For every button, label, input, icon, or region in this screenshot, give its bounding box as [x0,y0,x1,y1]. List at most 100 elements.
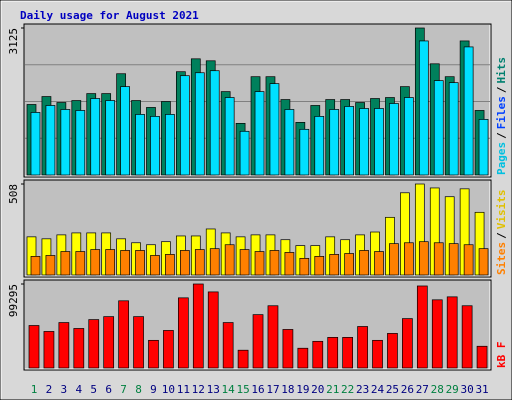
bar [30,112,41,176]
bar [28,325,40,369]
bar [222,322,234,369]
bar [207,291,219,369]
bar [359,108,369,176]
x-tick-label: 14 [222,383,236,396]
bar [314,116,325,176]
bar [194,72,205,176]
bar [194,249,205,276]
x-tick-label: 2 [46,383,53,396]
bar [267,305,279,369]
x-tick-label: 21 [326,383,339,396]
y-tick-label: 99295 [7,284,20,317]
bar [163,330,174,369]
legend-entry: Hits [495,57,508,84]
bar [180,250,190,276]
x-tick-label: 31 [475,383,488,396]
x-tick-label: 6 [105,383,112,396]
legend-entry: Files [495,96,508,129]
bar [297,347,309,369]
bar [135,250,145,276]
bar [239,249,250,276]
bar [209,248,220,276]
x-tick-label: 20 [311,383,324,396]
bar [344,253,354,276]
x-tick-label: 13 [207,383,220,396]
bar [209,70,220,176]
bar [461,305,473,369]
x-tick-label: 22 [341,383,354,396]
bar [329,109,340,176]
bar [463,46,474,176]
bar [224,244,235,276]
bar [224,97,235,176]
bar [463,244,474,276]
bar [103,316,115,369]
bar [269,83,280,176]
x-tick-label: 28 [431,383,444,396]
bar [299,257,310,276]
x-tick-label: 25 [386,383,399,396]
bar [239,130,250,176]
bar [133,316,144,369]
x-tick-label: 29 [446,383,459,396]
x-tick-label: 7 [120,383,127,396]
bar [448,243,459,276]
bar [431,299,443,369]
legend: Pages / Files / Hits [495,57,508,175]
x-tick-label: 24 [371,383,385,396]
bar [105,249,116,276]
bar [314,256,325,276]
bar [58,322,70,369]
bar [73,328,85,369]
legend-separator: / [495,232,508,239]
bar [284,109,295,176]
bar [45,105,56,176]
legend-entry: Visits [495,190,508,230]
bar [433,80,444,176]
bar [418,241,429,276]
legend: Sites / Visits [495,190,508,276]
bar [150,255,160,276]
bar [327,337,339,369]
bar [402,318,413,369]
bar [404,97,414,176]
x-tick-label: 12 [192,383,205,396]
bar [312,340,324,369]
x-tick-label: 15 [236,383,249,396]
bar [135,114,145,176]
bar [404,242,414,276]
bar [192,283,204,369]
x-tick-label: 23 [356,383,369,396]
x-tick-label: 10 [162,383,175,396]
bar [433,242,444,276]
legend-separator: / [495,132,508,139]
bar [88,319,100,369]
bar [299,128,310,176]
x-tick-label: 8 [135,383,142,396]
legend-entry: Pages [495,142,508,175]
bar [178,297,189,369]
bar [389,243,399,276]
bar [254,251,265,276]
bar [389,103,399,176]
bar [30,256,41,276]
x-tick-label: 9 [150,383,157,396]
x-tick-label: 19 [296,383,309,396]
bar [180,75,190,176]
bar [148,339,159,369]
bar [478,119,489,176]
bar [120,250,130,276]
bar [252,314,264,369]
bar [45,255,56,276]
bar [60,109,71,176]
x-tick-label: 11 [177,383,190,396]
bar [359,250,369,276]
bar [165,114,175,176]
bar [165,254,175,276]
bar [329,254,340,276]
chart-title: Daily usage for August 2021 [20,9,199,22]
bar [418,40,429,176]
y-tick-label: 508 [7,184,20,204]
x-tick-label: 16 [251,383,264,396]
